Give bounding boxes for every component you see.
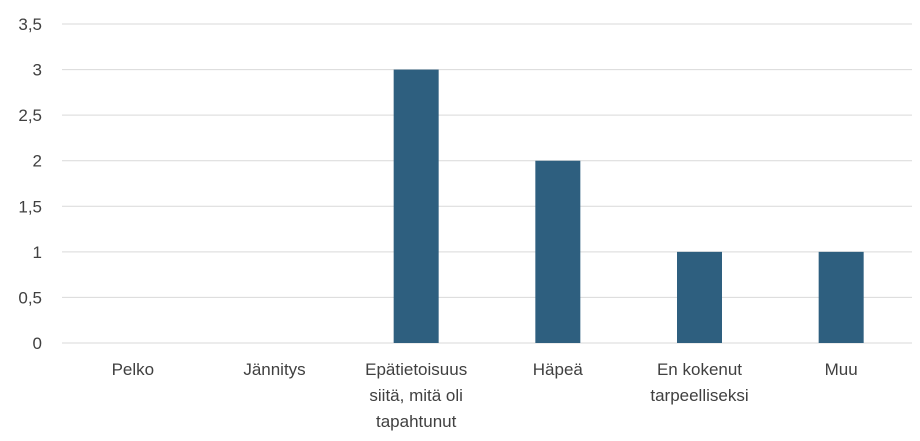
x-category-label-line: Epätietoisuus xyxy=(365,360,467,379)
x-category-label: En kokenut tarpeelliseksi xyxy=(650,360,748,405)
y-axis-tick-labels: 0 0,5 1 1,5 2 2,5 3 3,5 xyxy=(18,15,42,353)
y-tick-label: 2,5 xyxy=(18,106,42,125)
x-category-label: Epätietoisuus siitä, mitä oli tapahtunut xyxy=(365,360,467,431)
y-tick-label: 1 xyxy=(33,243,42,262)
y-tick-label: 3,5 xyxy=(18,15,42,34)
bar xyxy=(818,251,864,343)
bar xyxy=(677,251,722,343)
x-category-label-line: Häpeä xyxy=(533,360,584,379)
y-tick-label: 1,5 xyxy=(18,197,42,216)
x-category-label-line: tapahtunut xyxy=(376,412,457,431)
y-tick-label: 2 xyxy=(33,152,42,171)
x-category-label: Muu xyxy=(825,360,858,379)
x-category-label-line: Jännitys xyxy=(243,360,305,379)
bar xyxy=(393,69,439,344)
x-category-label-line: siitä, mitä oli xyxy=(369,386,463,405)
bars xyxy=(393,69,864,344)
y-tick-label: 0 xyxy=(33,334,42,353)
x-category-label-line: Pelko xyxy=(112,360,155,379)
x-axis-category-labels: Pelko Jännitys Epätietoisuus siitä, mitä ol… xyxy=(112,360,858,431)
x-category-label-line: Muu xyxy=(825,360,858,379)
x-category-label-line: En kokenut xyxy=(657,360,742,379)
x-category-label-line: tarpeelliseksi xyxy=(650,386,748,405)
bar xyxy=(535,160,581,343)
x-category-label: Häpeä xyxy=(533,360,584,379)
gridlines xyxy=(62,23,912,344)
x-category-label: Pelko xyxy=(112,360,155,379)
y-tick-label: 0,5 xyxy=(18,288,42,307)
y-tick-label: 3 xyxy=(33,61,42,80)
x-category-label: Jännitys xyxy=(243,360,305,379)
